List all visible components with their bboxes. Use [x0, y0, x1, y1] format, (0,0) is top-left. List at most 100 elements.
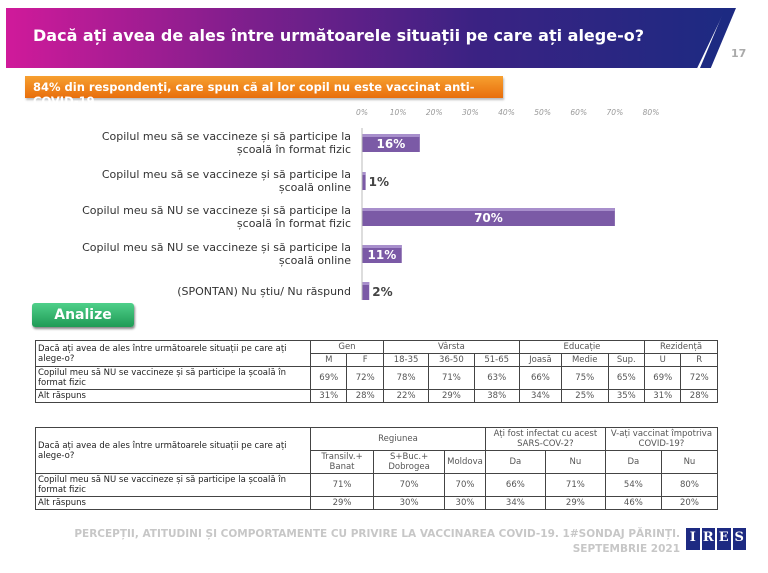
value-cell: 65%: [607, 366, 646, 390]
crosstab-demographics: Dacă ați avea de ales între următoarele …: [35, 340, 718, 403]
x-tick-label: 20%: [426, 108, 443, 117]
category-label: școală în format fizic: [237, 217, 351, 230]
value-cell: 38%: [473, 389, 520, 403]
x-tick-label: 0%: [356, 108, 368, 117]
group-header: Regiunea: [310, 427, 486, 451]
value-cell: 66%: [518, 366, 562, 390]
column-header: Nu: [544, 450, 606, 474]
subtitle-bar: 84% din respondenți, care spun că al lor…: [25, 76, 503, 108]
category-label: (SPONTAN) Nu știu/ Nu răspund: [177, 285, 351, 298]
category-label: școală online: [279, 254, 351, 267]
bar: [362, 208, 615, 226]
category-label: Copilul meu să NU se vaccineze și să par…: [82, 204, 351, 217]
group-header: Vârsta: [382, 340, 520, 354]
x-tick-label: 60%: [570, 108, 587, 117]
value-cell: 30%: [373, 496, 446, 510]
value-cell: 25%: [560, 389, 609, 403]
value-cell: 71%: [428, 366, 475, 390]
table-row: Copilul meu să NU se vaccineze și să par…: [35, 473, 719, 497]
category-label: Copilul meu să NU se vaccineze și să par…: [82, 241, 351, 254]
footer-line1: PERCEPȚII, ATITUDINI ȘI COMPORTAMENTE CU…: [74, 528, 680, 540]
value-cell: 66%: [484, 473, 546, 497]
column-header: Moldova: [444, 450, 486, 474]
page-title: Dacă ați avea de ales între următoarele …: [33, 26, 644, 45]
value-cell: 31%: [309, 389, 348, 403]
bar-highlight: [362, 172, 366, 175]
data-label: 16%: [377, 137, 406, 151]
footer: PERCEPȚII, ATITUDINI ȘI COMPORTAMENTE CU…: [74, 527, 680, 557]
value-cell: 54%: [604, 473, 662, 497]
group-header: Gen: [310, 340, 384, 354]
column-header: Joasă: [518, 353, 562, 367]
bar-highlight: [362, 245, 402, 248]
data-label: 1%: [369, 175, 389, 189]
value-cell: 63%: [473, 366, 520, 390]
column-header: Transilv.+ Banat: [309, 450, 375, 474]
page-number: 17: [731, 47, 747, 60]
category-label: școală online: [279, 181, 351, 194]
header-banner: [6, 8, 726, 68]
analize-button[interactable]: Analize: [32, 303, 134, 327]
value-cell: 72%: [346, 366, 384, 390]
bar-highlight: [362, 282, 370, 285]
value-cell: 31%: [644, 389, 682, 403]
group-header: V-ați vaccinat împotriva COVID-19?: [604, 427, 719, 451]
value-cell: 70%: [373, 473, 446, 497]
group-header: Rezidență: [644, 340, 718, 354]
column-header: Medie: [560, 353, 609, 367]
value-cell: 29%: [428, 389, 475, 403]
column-header: 36-50: [428, 353, 475, 367]
value-cell: 78%: [382, 366, 430, 390]
column-header: Da: [604, 450, 662, 474]
column-header: U: [644, 353, 682, 367]
bar-highlight: [362, 208, 615, 211]
group-header: Ați fost infectat cu acest SARS-COV-2?: [484, 427, 606, 451]
bar-highlight: [362, 134, 420, 137]
category-label: Copilul meu să se vaccineze și să partic…: [102, 130, 351, 143]
value-cell: 69%: [309, 366, 348, 390]
row-label: Alt răspuns: [35, 389, 311, 403]
x-tick-label: 30%: [462, 108, 479, 117]
data-label: 11%: [368, 248, 397, 262]
category-label: școală în format fizic: [237, 143, 351, 156]
value-cell: 22%: [382, 389, 430, 403]
bar: [362, 172, 366, 190]
column-header: R: [680, 353, 718, 367]
column-header: S+Buc.+ Dobrogea: [373, 450, 446, 474]
group-header: Educație: [518, 340, 646, 354]
bar: [362, 245, 402, 263]
bar: [362, 282, 370, 300]
category-label: Copilul meu să se vaccineze și să partic…: [102, 168, 351, 181]
table-row: Copilul meu să NU se vaccineze și să par…: [35, 366, 718, 390]
bar-chart: 0% 10% 20% 30% 40% 50% 60% 70% 80% 16% Copilul meu…: [82, 108, 659, 300]
column-header: F: [346, 353, 384, 367]
x-tick-label: 40%: [498, 108, 515, 117]
bar: [362, 134, 420, 152]
column-header: Sup.: [607, 353, 646, 367]
value-cell: 28%: [346, 389, 384, 403]
x-tick-label: 50%: [534, 108, 551, 117]
column-header: 51-65: [473, 353, 520, 367]
crosstab-region-covid: Dacă ați avea de ales între următoarele …: [35, 427, 719, 510]
value-cell: 80%: [660, 473, 719, 497]
question-cell: Dacă ați avea de ales între următoarele …: [35, 427, 311, 474]
value-cell: 34%: [518, 389, 562, 403]
value-cell: 69%: [644, 366, 682, 390]
data-label: 70%: [474, 211, 503, 225]
value-cell: 20%: [660, 496, 719, 510]
value-cell: 71%: [544, 473, 606, 497]
column-header: M: [309, 353, 348, 367]
x-tick-label: 10%: [390, 108, 407, 117]
value-cell: 29%: [544, 496, 606, 510]
value-cell: 70%: [444, 473, 486, 497]
value-cell: 30%: [444, 496, 486, 510]
column-header: 18-35: [382, 353, 430, 367]
value-cell: 72%: [680, 366, 718, 390]
column-header: Nu: [660, 450, 719, 474]
data-label: 2%: [372, 285, 392, 299]
value-cell: 75%: [560, 366, 609, 390]
row-label: Alt răspuns: [35, 496, 311, 510]
question-cell: Dacă ați avea de ales între următoarele …: [35, 340, 311, 367]
footer-line2: SEPTEMBRIE 2021: [572, 543, 680, 555]
